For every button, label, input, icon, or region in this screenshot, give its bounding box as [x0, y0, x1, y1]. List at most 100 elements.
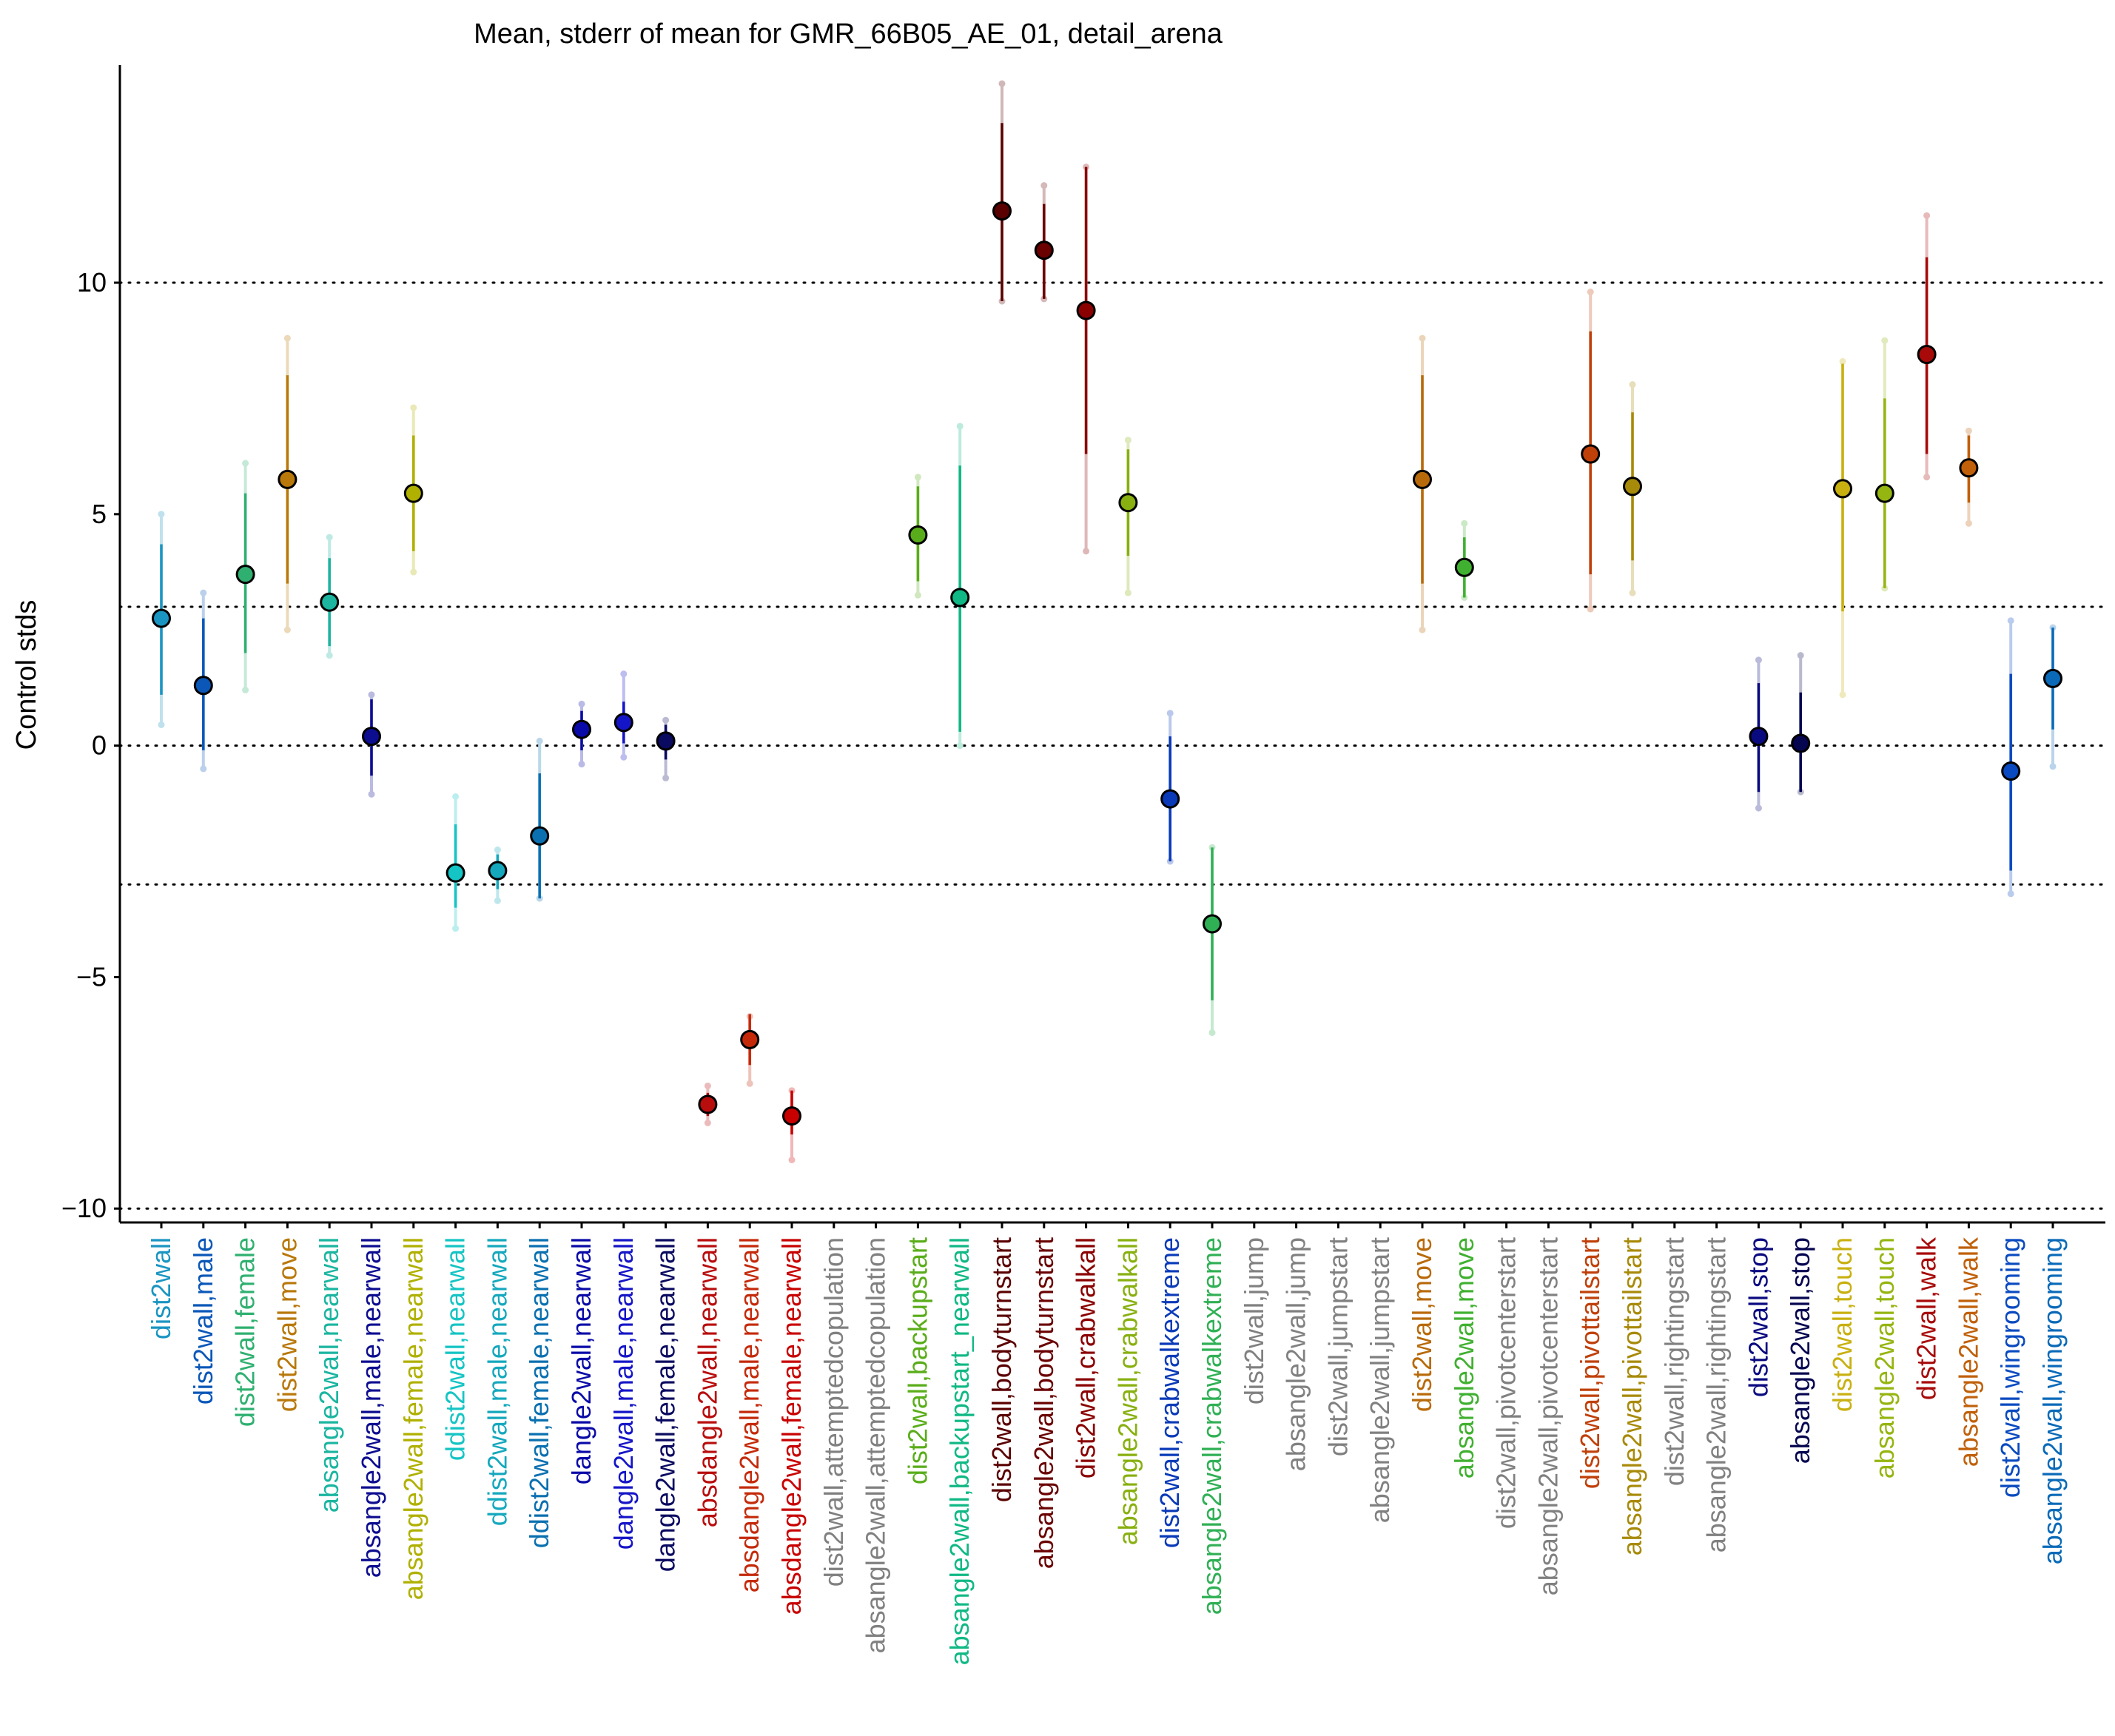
mean-marker [1076, 300, 1096, 320]
range-high-dot [1419, 334, 1426, 342]
mean-marker [950, 588, 970, 608]
data-point-group [782, 1087, 801, 1164]
range-low-dot [662, 774, 670, 781]
data-point-group [1874, 337, 1894, 592]
range-low-dot [956, 742, 964, 750]
range-low-dot [410, 568, 417, 576]
data-point-group [1034, 182, 1054, 303]
range-low-dot [452, 925, 460, 932]
range-high-dot [1040, 182, 1048, 189]
mean-marker [403, 483, 423, 503]
y-tick-label: 5 [92, 499, 107, 529]
data-point-group [445, 793, 465, 932]
mean-marker [1917, 345, 1937, 364]
x-tick-label: absdangle2wall,female,nearwall [776, 1237, 807, 1615]
x-tick-label: absangle2wall,male,nearwall [356, 1237, 386, 1578]
x-ticks: dist2wall dist2wall,male dist2wall,female d… [146, 1222, 2068, 1665]
mean-marker [530, 826, 550, 846]
range-high-dot [283, 334, 291, 342]
x-tick-label: absangle2wall,touch [1869, 1237, 1900, 1478]
range-low-dot [1587, 605, 1594, 613]
range-high-dot [536, 737, 543, 744]
range-low-dot [1629, 589, 1636, 596]
x-tick-label: absangle2wall,attemptedcopulation [861, 1237, 891, 1653]
range-low-dot [2049, 763, 2057, 770]
range-high-dot [1587, 289, 1594, 296]
range-high-dot [1166, 710, 1174, 717]
mean-marker [613, 713, 633, 733]
y-tick-label: −10 [61, 1193, 107, 1223]
range-low-dot [200, 765, 207, 773]
range-high-dot [998, 80, 1006, 87]
range-low-dot [2007, 890, 2014, 898]
range-high-dot [158, 511, 165, 518]
mean-marker [1413, 469, 1432, 489]
range-high-dot [1923, 212, 1931, 219]
chart-title: Mean, stderr of mean for GMR_66B05_AE_01… [474, 18, 1223, 50]
x-tick-label: dangle2wall,nearwall [566, 1237, 596, 1484]
data-point-group [1833, 357, 1852, 699]
data-point-group [1791, 652, 1811, 795]
mean-marker [320, 592, 340, 612]
mean-marker [278, 469, 297, 489]
x-tick-label: dist2wall,move [272, 1237, 302, 1412]
x-tick-label: dist2wall,bodyturnstart [986, 1237, 1017, 1502]
x-tick-label: dangle2wall,female,nearwall [650, 1237, 681, 1572]
data-point-group [1959, 427, 1979, 527]
data-point-group [698, 1082, 718, 1126]
x-tick-label: dist2wall,crabwalkextreme [1154, 1237, 1185, 1548]
range-low-dot [1839, 691, 1846, 699]
data-point-group [950, 423, 970, 750]
range-high-dot [200, 589, 207, 596]
x-tick-label: dist2wall,walk [1911, 1237, 1942, 1400]
x-tick-label: dist2wall,jump [1239, 1237, 1269, 1404]
data-point-group [1749, 656, 1769, 812]
range-high-dot [1965, 427, 1972, 434]
range-high-dot [1755, 656, 1762, 664]
mean-marker [1203, 914, 1222, 934]
x-tick-label: dist2wall,pivotcenterstart [1491, 1237, 1521, 1529]
range-high-dot [578, 700, 585, 707]
range-high-dot [1629, 381, 1636, 388]
y-ticks: −10 −5 0 5 10 [61, 267, 120, 1223]
data-point-group [278, 334, 297, 633]
range-low-dot [1923, 474, 1931, 481]
mean-marker [572, 719, 591, 739]
y-tick-label: 10 [77, 267, 107, 297]
x-tick-label: dist2wall,pivottailstart [1575, 1237, 1605, 1489]
range-high-dot [494, 846, 501, 853]
range-high-dot [662, 716, 670, 724]
y-axis-label: Control stds [11, 600, 42, 750]
range-high-dot [704, 1082, 711, 1089]
x-tick-label: dist2wall,rightingstart [1659, 1237, 1689, 1486]
x-tick-label: absangle2wall,female,nearwall [398, 1237, 428, 1600]
mean-marker [1791, 733, 1811, 753]
data-point-group [613, 670, 633, 761]
x-tick-label: absangle2wall,jump [1281, 1237, 1311, 1471]
range-low-dot [1124, 589, 1132, 596]
x-tick-label: dist2wall,attemptedcopulation [818, 1237, 849, 1587]
mean-marker [908, 525, 928, 545]
mean-marker [152, 608, 171, 628]
range-high-dot [956, 423, 964, 430]
range-low-dot [368, 790, 375, 798]
data-point-group [1917, 212, 1937, 481]
range-low-dot [1419, 626, 1426, 633]
mean-marker [740, 1029, 760, 1049]
mean-marker [1034, 240, 1054, 260]
data-point-group [740, 1013, 760, 1087]
x-tick-label: absangle2wall,crabwalkall [1112, 1237, 1143, 1545]
data-point-group [403, 404, 423, 576]
range-low-dot [158, 721, 165, 728]
range-high-dot [914, 474, 921, 481]
x-tick-label: dist2wall,crabwalkall [1071, 1237, 1101, 1478]
x-tick-label: absangle2wall,move [1449, 1237, 1479, 1478]
reference-lines [118, 281, 2107, 1210]
x-tick-label: dist2wall,backupstart [902, 1237, 932, 1484]
data-point-group [2043, 624, 2062, 770]
x-tick-label: dist2wall,female [230, 1237, 260, 1427]
x-tick-label: absangle2wall,backupstart_nearwall [944, 1237, 975, 1665]
mean-marker [362, 727, 381, 747]
data-point-group [530, 737, 550, 902]
